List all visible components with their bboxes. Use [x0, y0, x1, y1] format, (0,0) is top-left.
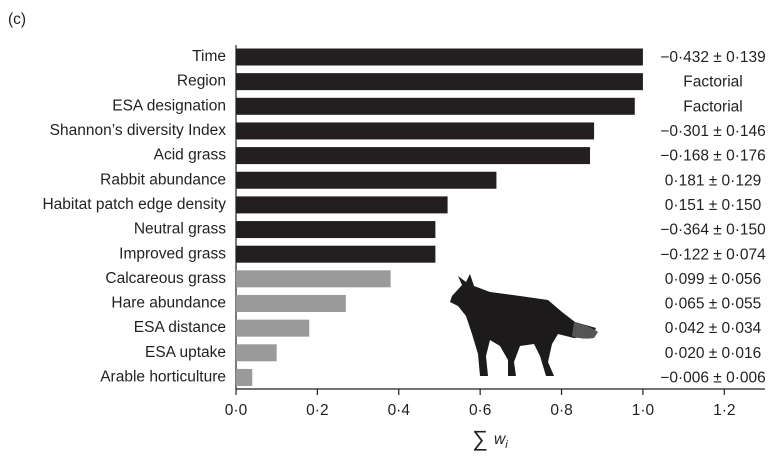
- y-tick-label: Shannon’s diversity Index: [50, 122, 227, 139]
- estimate-label: Factorial: [683, 98, 742, 115]
- estimate-label: −0·168 ± 0·176: [660, 148, 765, 165]
- bar: [236, 320, 309, 337]
- y-tick-label: Arable horticulture: [100, 369, 226, 386]
- estimate-label: 0·181 ± 0·129: [665, 172, 761, 189]
- estimate-label: 0·042 ± 0·034: [665, 320, 762, 337]
- bar: [236, 221, 435, 238]
- y-tick-label: Habitat patch edge density: [42, 196, 226, 213]
- y-tick-label: Improved grass: [119, 245, 226, 262]
- estimate-label: −0·301 ± 0·146: [660, 123, 765, 140]
- estimate-label: −0·122 ± 0·074: [660, 246, 766, 263]
- x-axis-title: ∑wi: [472, 426, 508, 451]
- x-tick-label: 1·2: [713, 402, 735, 419]
- bar: [236, 246, 435, 263]
- estimate-label: 0·020 ± 0·016: [665, 345, 761, 362]
- y-tick-label: Time: [192, 48, 226, 65]
- bar: [236, 147, 590, 164]
- y-tick-label: Region: [177, 73, 226, 90]
- y-tick-label: Rabbit abundance: [100, 171, 226, 188]
- fox-illustration: [450, 274, 598, 376]
- x-tick-label: 1·0: [632, 402, 655, 419]
- estimate-label: 0·065 ± 0·055: [665, 296, 761, 313]
- estimate-label: Factorial: [683, 74, 742, 91]
- estimate-label: −0·432 ± 0·139: [660, 49, 765, 66]
- x-tick-label: 0·2: [306, 402, 328, 419]
- y-tick-label: Neutral grass: [134, 221, 226, 238]
- x-tick-label: 0·6: [469, 402, 491, 419]
- estimate-label: −0·006 ± 0·006: [660, 370, 765, 387]
- bar: [236, 196, 448, 213]
- bar: [236, 295, 346, 312]
- y-tick-label: Acid grass: [154, 147, 227, 164]
- x-tick-label: 0·0: [225, 402, 248, 419]
- chart: (c) 0·0 0·2 0·4 0·6 0·8 1·0 1·2 ∑wi Time −0·432 ±…: [0, 0, 778, 464]
- x-tick-label: 0·8: [550, 402, 572, 419]
- y-tick-label: ESA distance: [134, 319, 226, 336]
- bar: [236, 73, 643, 90]
- bar: [236, 344, 277, 361]
- estimate-label: −0·364 ± 0·150: [660, 222, 766, 239]
- bar: [236, 98, 635, 115]
- y-tick-label: ESA designation: [112, 97, 226, 114]
- y-tick-label: Calcareous grass: [105, 270, 226, 287]
- bar: [236, 49, 643, 66]
- bar: [236, 369, 252, 386]
- x-axis-subscript: i: [505, 439, 508, 451]
- estimate-label: 0·151 ± 0·150: [665, 197, 762, 214]
- bar: [236, 270, 391, 287]
- panel-label: (c): [8, 11, 26, 28]
- y-tick-label: Hare abundance: [111, 295, 226, 312]
- x-tick-label: 0·4: [388, 402, 411, 419]
- y-tick-label: ESA uptake: [145, 344, 226, 361]
- bar: [236, 172, 496, 189]
- bar: [236, 122, 594, 139]
- x-axis-symbol: ∑: [472, 426, 488, 451]
- estimate-label: 0·099 ± 0·056: [665, 271, 761, 288]
